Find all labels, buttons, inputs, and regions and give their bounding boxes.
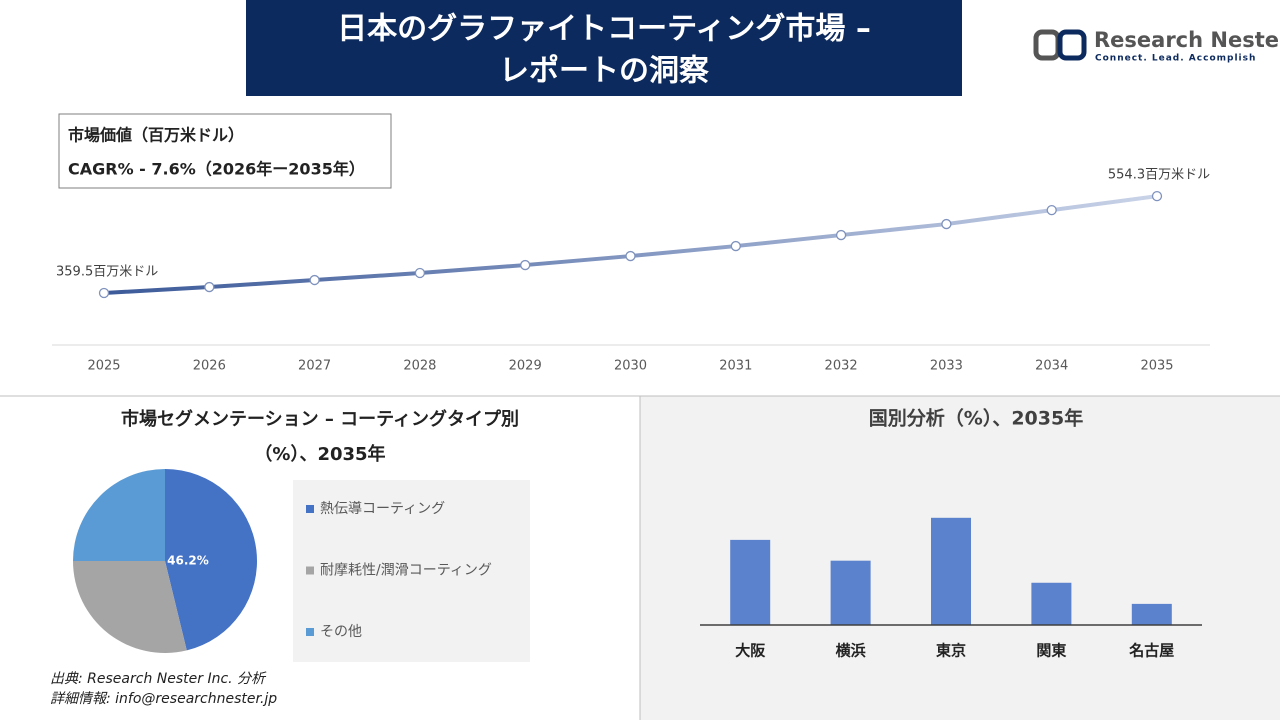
x-tick-label: 2025 <box>87 359 120 374</box>
footer: 出典: Research Nester Inc. 分析 <box>50 671 267 687</box>
line <box>103 194 1158 296</box>
bar <box>1131 603 1172 625</box>
x-tick-label: 2026 <box>193 359 226 374</box>
bar <box>830 560 871 625</box>
x-tick-label: 2028 <box>403 359 436 374</box>
pie-slice <box>165 468 258 651</box>
logo-tagline: Connect. Lead. Accomplish <box>1095 54 1256 64</box>
x-tick-label: 2027 <box>298 359 331 374</box>
point <box>98 287 110 299</box>
chart-title: （%）、2035年 <box>254 443 385 465</box>
point <box>309 274 320 286</box>
data-label: 46.2% <box>167 554 209 568</box>
x-tick-label: 2034 <box>1035 359 1068 374</box>
title: 日本のグラファイトコーティング市場 – <box>337 12 871 47</box>
logo-name: Research Nester <box>1094 28 1280 52</box>
pie-slice <box>73 561 187 654</box>
x-tick-label: 名古屋 <box>1128 642 1174 660</box>
legend-label: 耐摩耗性/潤滑コーティング <box>320 562 492 579</box>
data-label: 359.5百万米ドル <box>56 265 158 280</box>
chart-title: 国別分析（%）、2035年 <box>869 407 1083 430</box>
point <box>204 281 215 293</box>
x-tick-label: 関東 <box>1036 642 1066 660</box>
logo: Research Nester Connect. Lead. Accomplis… <box>1033 28 1280 64</box>
point <box>941 218 952 230</box>
info-text: 市場価値（百万米ドル） <box>68 126 244 145</box>
data-label: 554.3百万米ドル <box>1108 168 1210 183</box>
footer: 詳細情報: info@researchnester.jp <box>50 691 277 707</box>
logo-icon <box>1033 29 1061 61</box>
legend-swatch <box>306 505 314 513</box>
x-tick-label: 大阪 <box>735 642 766 660</box>
legend-label: その他 <box>320 624 362 640</box>
legend-swatch <box>306 566 314 575</box>
legend-swatch <box>306 628 314 636</box>
x-tick-label: 東京 <box>936 642 966 660</box>
logo-icon <box>1057 29 1087 61</box>
point <box>1151 190 1163 202</box>
x-tick-label: 2031 <box>719 359 752 374</box>
point <box>414 267 426 279</box>
bar <box>931 517 971 625</box>
pie-slice <box>73 469 165 561</box>
point <box>520 259 531 271</box>
x-tick-label: 2033 <box>930 359 963 374</box>
x-tick-label: 2029 <box>509 359 542 374</box>
point <box>835 229 847 241</box>
chart-title: 市場セグメンテーション – コーティングタイプ別 <box>121 408 519 430</box>
x-tick-label: 2030 <box>614 359 647 374</box>
legend-box <box>293 480 530 662</box>
x-tick-label: 2032 <box>825 359 858 374</box>
legend-label: 熱伝導コーティング <box>320 501 445 517</box>
point <box>730 240 741 252</box>
x-tick-label: 横浜 <box>836 642 866 660</box>
bar <box>1031 582 1072 625</box>
info-box <box>58 113 392 189</box>
bar <box>730 539 771 625</box>
x-tick-label: 2035 <box>1140 359 1173 374</box>
title-box <box>246 0 962 96</box>
point <box>1046 204 1057 216</box>
title: レポートの洞察 <box>499 54 710 89</box>
point <box>625 250 636 262</box>
info-text: CAGR% - 7.6%（2026年ー2035年） <box>68 160 365 179</box>
